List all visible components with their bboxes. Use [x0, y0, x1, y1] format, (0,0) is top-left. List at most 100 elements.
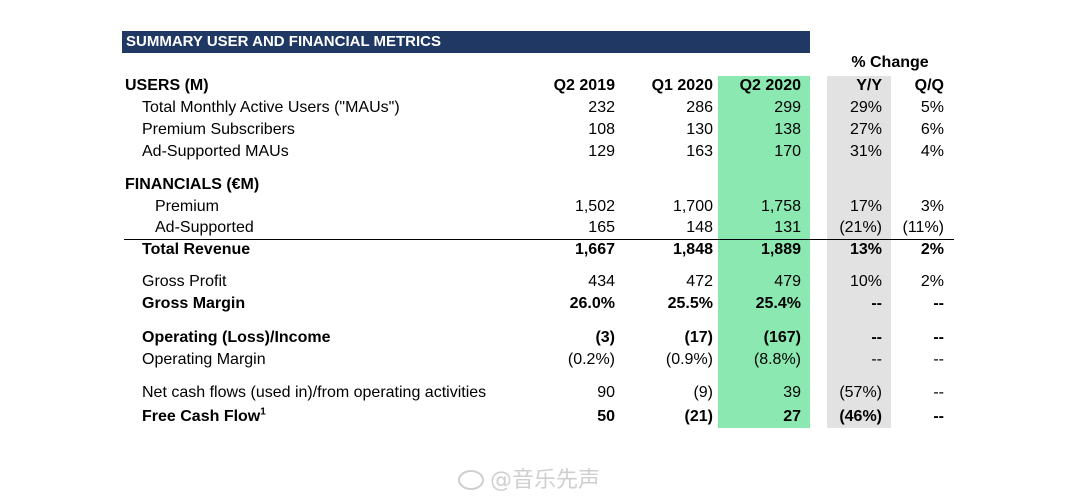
cell-q1-2020: 130: [686, 121, 713, 138]
row-label: Free Cash Flow1: [142, 406, 266, 428]
cell-qq: 2%: [920, 241, 944, 258]
cell-q2-2019: (0.2%): [567, 351, 615, 368]
cell-q2-2020: 39: [783, 384, 801, 401]
cell-qq: --: [933, 408, 944, 425]
cell-q1-2020: (0.9%): [665, 351, 713, 368]
watermark-text: @音乐先声: [490, 468, 601, 493]
cell-yy: (46%): [839, 408, 882, 425]
cell-qq: --: [933, 384, 944, 401]
users-section-label: USERS (M): [125, 77, 209, 94]
cell-q2-2019: 434: [588, 273, 615, 290]
cell-yy: 29%: [849, 99, 882, 116]
row-label: Premium: [155, 198, 220, 215]
cell-q1-2020: 1,848: [672, 241, 713, 258]
cell-q2-2019: 26.0%: [569, 295, 615, 312]
cell-qq: --: [933, 295, 944, 312]
cell-q2-2019: 108: [588, 121, 615, 138]
row-label: Gross Margin: [142, 295, 246, 312]
table-title: SUMMARY USER AND FINANCIAL METRICS: [126, 33, 442, 50]
row-label: Operating (Loss)/Income: [142, 329, 331, 346]
weibo-logo-icon: [458, 470, 484, 490]
financials-section-label: FINANCIALS (€M): [125, 176, 260, 193]
table-row: Free Cash Flow1 50 (21) 27 (46%) --: [0, 406, 1080, 428]
col-header-q2-2020: Q2 2020: [739, 77, 801, 94]
cell-q1-2020: 163: [686, 143, 713, 160]
table-row: Premium 1,502 1,700 1,758 17% 3%: [0, 196, 1080, 218]
cell-q1-2020: 148: [686, 219, 713, 236]
cell-q1-2020: (9): [693, 384, 713, 401]
col-header-yy: Y/Y: [856, 77, 882, 94]
cell-yy: 31%: [849, 143, 882, 160]
header-row: USERS (M) Q2 2019 Q1 2020 Q2 2020 Y/Y Q/…: [0, 75, 1080, 97]
row-label: Premium Subscribers: [142, 121, 295, 138]
cell-q2-2019: 1,667: [574, 241, 615, 258]
cell-yy: --: [871, 295, 882, 312]
cell-q2-2020: 170: [774, 143, 801, 160]
table-row: Net cash flows (used in)/from operating …: [0, 382, 1080, 404]
cell-qq: 3%: [920, 198, 944, 215]
cell-qq: 4%: [920, 143, 944, 160]
cell-q2-2020: 27: [783, 408, 801, 425]
cell-qq: --: [933, 351, 944, 368]
cell-q2-2019: 232: [588, 99, 615, 116]
cell-q2-2020: 25.4%: [755, 295, 801, 312]
cell-yy: 10%: [849, 273, 882, 290]
cell-q2-2020: 1,758: [760, 198, 801, 215]
total-divider-line: [124, 239, 954, 240]
cell-q1-2020: 1,700: [672, 198, 713, 215]
cell-q2-2020: 138: [774, 121, 801, 138]
table-row: Ad-Supported 165 148 131 (21%) (11%): [0, 217, 1080, 239]
footnote-marker: 1: [260, 406, 266, 418]
table-row: Ad-Supported MAUs 129 163 170 31% 4%: [0, 141, 1080, 163]
cell-yy: 13%: [849, 241, 882, 258]
cell-yy: (21%): [839, 219, 882, 236]
cell-q2-2020: 131: [774, 219, 801, 236]
table-row: Total Revenue 1,667 1,848 1,889 13% 2%: [0, 239, 1080, 261]
cell-q2-2019: 1,502: [574, 198, 615, 215]
cell-yy: 27%: [849, 121, 882, 138]
cell-q1-2020: (17): [684, 329, 713, 346]
cell-q2-2019: 165: [588, 219, 615, 236]
cell-q2-2020: (8.8%): [753, 351, 801, 368]
row-label: Operating Margin: [142, 351, 266, 368]
financials-section-row: FINANCIALS (€M): [0, 174, 1080, 196]
cell-qq: --: [933, 329, 944, 346]
cell-q1-2020: 472: [686, 273, 713, 290]
col-header-qq: Q/Q: [914, 77, 944, 94]
cell-qq: (11%): [902, 219, 945, 236]
row-label: Total Monthly Active Users ("MAUs"): [142, 99, 400, 116]
col-header-q2-2019: Q2 2019: [553, 77, 615, 94]
yy-highlight-column: [827, 76, 891, 428]
cell-q2-2019: 90: [597, 384, 615, 401]
row-label: Total Revenue: [142, 241, 251, 258]
q2-2020-highlight-column: [718, 76, 810, 428]
table-row: Operating (Loss)/Income (3) (17) (167) -…: [0, 327, 1080, 349]
watermark: @音乐先声: [458, 462, 600, 494]
table-row: Premium Subscribers 108 130 138 27% 6%: [0, 119, 1080, 141]
cell-q1-2020: 286: [686, 99, 713, 116]
cell-q2-2020: (167): [763, 329, 801, 346]
row-label: Net cash flows (used in)/from operating …: [142, 384, 487, 401]
table-row: Gross Margin 26.0% 25.5% 25.4% -- --: [0, 293, 1080, 315]
cell-q2-2020: 1,889: [760, 241, 801, 258]
row-label: Ad-Supported: [155, 219, 254, 236]
cell-q2-2020: 299: [774, 99, 801, 116]
cell-yy: --: [871, 351, 882, 368]
percent-change-header: % Change: [851, 54, 929, 71]
free-cash-flow-label: Free Cash Flow: [142, 408, 261, 425]
cell-yy: --: [871, 329, 882, 346]
col-header-q1-2020: Q1 2020: [651, 77, 713, 94]
table-row: Operating Margin (0.2%) (0.9%) (8.8%) --…: [0, 349, 1080, 371]
cell-qq: 2%: [920, 273, 944, 290]
cell-q2-2019: 50: [597, 408, 615, 425]
cell-yy: (57%): [839, 384, 882, 401]
cell-qq: 6%: [920, 121, 944, 138]
cell-yy: 17%: [849, 198, 882, 215]
table-row: Total Monthly Active Users ("MAUs") 232 …: [0, 97, 1080, 119]
cell-qq: 5%: [920, 99, 944, 116]
cell-q1-2020: (21): [684, 408, 713, 425]
cell-q2-2019: (3): [595, 329, 615, 346]
table-row: Gross Profit 434 472 479 10% 2%: [0, 271, 1080, 293]
table-title-bar: SUMMARY USER AND FINANCIAL METRICS: [122, 31, 810, 53]
row-label: Gross Profit: [142, 273, 227, 290]
